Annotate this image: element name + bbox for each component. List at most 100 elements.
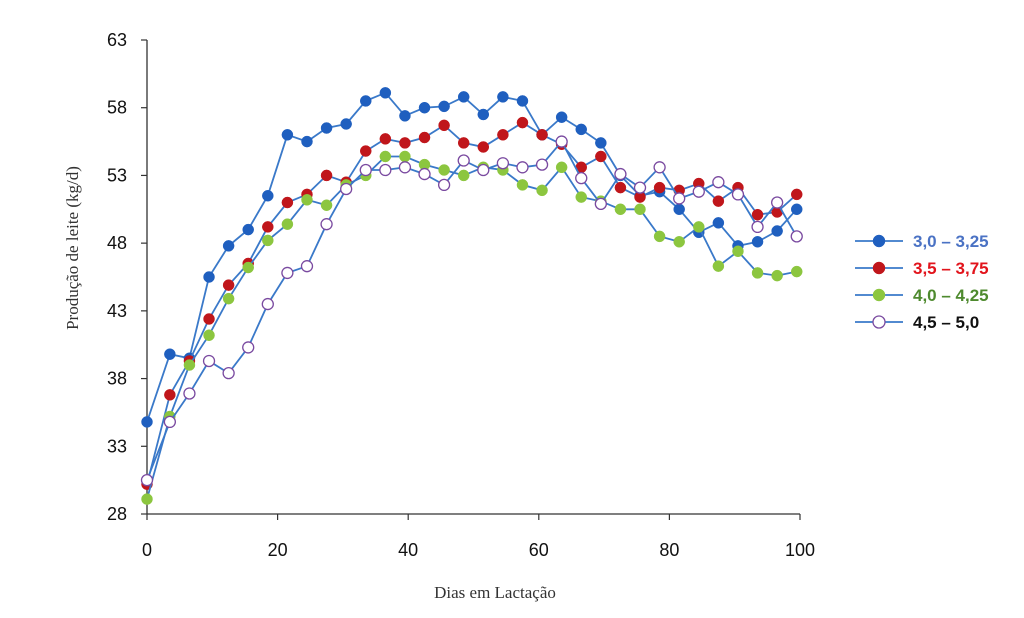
data-point — [379, 87, 392, 99]
data-point — [673, 236, 685, 248]
data-point — [712, 195, 725, 207]
legend-label: 3,5 – 3,75 — [913, 259, 989, 278]
data-point — [183, 359, 196, 371]
data-point — [163, 415, 177, 429]
data-point — [790, 203, 803, 216]
x-tick-label: 60 — [529, 540, 549, 560]
y-tick-label: 33 — [107, 436, 127, 456]
data-point — [281, 196, 294, 209]
data-point — [516, 179, 529, 191]
y-tick-label: 28 — [107, 504, 127, 524]
data-point — [790, 265, 803, 278]
data-point — [555, 111, 568, 123]
data-point — [438, 119, 450, 132]
y-axis-title: Produção de leite (kg/d) — [63, 166, 82, 330]
data-point — [202, 354, 216, 368]
data-point — [379, 133, 392, 145]
x-tick-label: 0 — [142, 540, 152, 560]
data-point — [771, 225, 783, 237]
axes: 28 33 38 43 48 53 58 63 0 20 40 60 80 100 — [107, 30, 815, 560]
data-point — [242, 223, 254, 236]
data-point — [575, 191, 587, 203]
data-point — [301, 194, 313, 206]
data-point — [477, 141, 490, 153]
legend-item: 4,0 – 4,25 — [855, 286, 989, 305]
data-point — [141, 493, 153, 505]
data-point — [536, 129, 548, 141]
data-point — [496, 157, 510, 170]
data-point — [360, 145, 372, 157]
data-point — [203, 313, 215, 325]
legend-label: 4,0 – 4,25 — [913, 286, 989, 305]
data-point — [731, 188, 745, 201]
data-point — [770, 196, 784, 209]
data-point — [141, 416, 153, 428]
data-point — [457, 91, 470, 103]
data-point — [477, 163, 490, 177]
data-point — [692, 185, 705, 198]
data-point — [399, 110, 411, 122]
data-point — [673, 192, 686, 205]
data-point — [790, 188, 803, 201]
data-point — [222, 292, 235, 305]
data-point — [320, 218, 333, 231]
data-point — [535, 158, 549, 171]
data-point — [555, 135, 568, 148]
x-tick-label: 100 — [785, 540, 815, 560]
data-point — [242, 341, 255, 354]
data-point — [164, 348, 176, 360]
data-point — [301, 135, 313, 148]
y-tick-label: 48 — [107, 233, 127, 253]
data-point — [418, 167, 431, 181]
legend-item: 4,5 – 5,0 — [855, 313, 979, 332]
legend-marker — [872, 315, 886, 329]
y-tick-label: 38 — [107, 369, 127, 389]
legend-marker — [872, 234, 886, 248]
data-point — [418, 131, 431, 144]
series-3 — [141, 150, 803, 505]
data-point — [418, 101, 431, 114]
data-point — [712, 260, 725, 272]
data-point — [614, 167, 627, 181]
data-point — [536, 184, 548, 197]
x-tick-label: 80 — [659, 540, 679, 560]
data-point — [320, 169, 333, 182]
legend-label: 3,0 – 3,25 — [913, 232, 989, 251]
data-point — [183, 387, 196, 400]
data-point — [457, 137, 470, 149]
series-1 — [141, 87, 803, 428]
y-tick-label: 53 — [107, 165, 127, 185]
data-point — [457, 169, 470, 182]
data-point — [242, 261, 254, 274]
data-point — [653, 181, 666, 194]
data-point — [751, 208, 764, 221]
y-tick-label: 63 — [107, 30, 127, 50]
x-tick-label: 20 — [268, 540, 288, 560]
x-axis-title: Dias em Lactação — [434, 583, 556, 602]
data-point — [712, 176, 725, 189]
data-point — [771, 269, 783, 282]
data-point — [477, 108, 490, 121]
series-line — [146, 155, 797, 500]
data-point — [732, 245, 744, 258]
data-point — [594, 197, 607, 211]
data-point — [320, 122, 333, 134]
legend: 3,0 – 3,25 3,5 – 3,75 4,0 – 4,25 4,5 – 5,0 — [855, 232, 989, 332]
data-point — [633, 181, 647, 194]
series-line — [146, 91, 798, 423]
data-point — [516, 161, 529, 174]
data-point — [437, 178, 451, 192]
data-point — [673, 203, 685, 216]
series-line — [146, 121, 798, 485]
data-point — [575, 171, 588, 185]
data-point — [398, 161, 412, 174]
data-point — [140, 473, 154, 487]
data-point — [438, 164, 450, 176]
data-point — [614, 203, 627, 216]
data-point — [281, 129, 294, 141]
data-point — [712, 217, 725, 229]
data-point — [261, 297, 274, 311]
data-point — [164, 389, 176, 401]
data-point — [457, 154, 470, 167]
data-point — [751, 267, 764, 279]
